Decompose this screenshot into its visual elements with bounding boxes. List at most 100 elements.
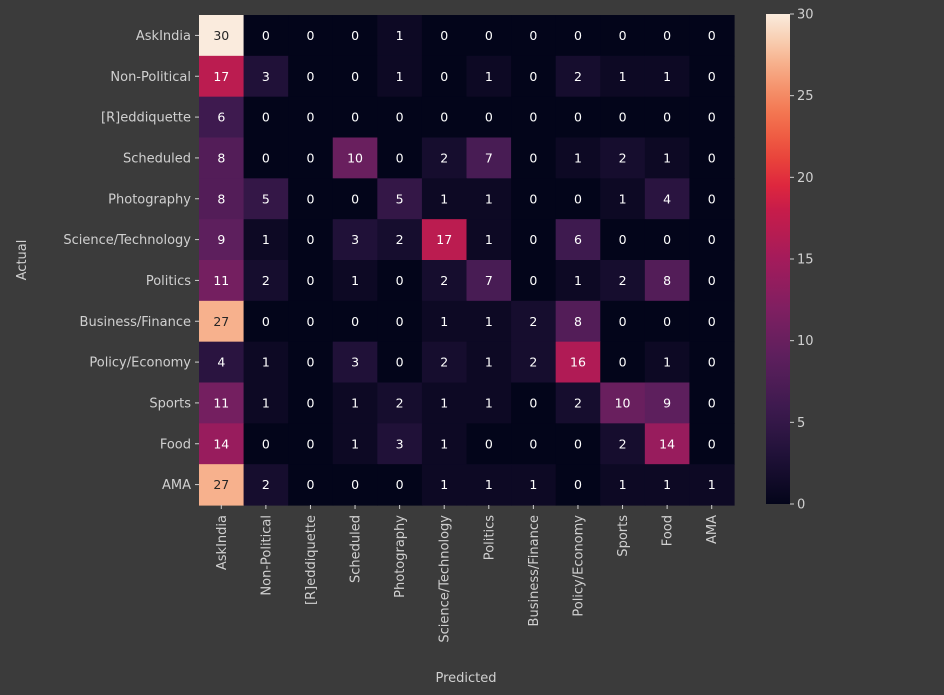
heatmap-cell	[600, 55, 646, 98]
heatmap-cell	[555, 341, 601, 384]
heatmap-cell	[199, 96, 245, 139]
cell-value-label: 2	[440, 150, 448, 165]
heatmap-cell	[377, 464, 423, 506]
x-tick-label: Sports	[616, 515, 631, 557]
heatmap-cell	[600, 382, 646, 424]
y-tick-label: AskIndia	[136, 29, 191, 44]
cell-value-label: 0	[708, 314, 716, 329]
heatmap-cell	[466, 96, 512, 139]
cell-value-label: 2	[574, 69, 582, 84]
heatmap-cell	[421, 260, 468, 302]
cell-value-label: 0	[619, 110, 627, 125]
heatmap-cell	[243, 300, 289, 343]
cell-value-label: 1	[574, 150, 582, 165]
cell-value-label: 0	[663, 28, 671, 43]
heatmap-cell	[600, 341, 646, 384]
cell-value-label: 0	[708, 395, 716, 410]
heatmap-cell	[243, 15, 289, 57]
heatmap-cell	[555, 423, 601, 465]
heatmap-cell	[511, 219, 557, 261]
heatmap-cell	[243, 341, 289, 384]
cell-value-label: 8	[217, 191, 225, 206]
heatmap-cell	[466, 382, 512, 424]
heatmap-cell	[377, 260, 423, 302]
heatmap-cell	[288, 464, 334, 506]
heatmap-cell	[689, 15, 735, 57]
heatmap-cell	[466, 15, 512, 57]
heatmap-cell	[644, 423, 691, 465]
y-tick-label: Policy/Economy	[89, 356, 191, 371]
cell-value-label: 2	[262, 273, 270, 288]
cell-value-label: 0	[306, 150, 314, 165]
cell-value-label: 5	[396, 191, 404, 206]
heatmap-cell	[511, 464, 557, 506]
x-tick-label: Business/Finance	[527, 515, 542, 626]
heatmap-cell	[377, 382, 423, 424]
cell-value-label: 6	[574, 232, 582, 247]
cell-value-label: 0	[574, 28, 582, 43]
cell-value-label: 17	[213, 69, 229, 84]
heatmap-cell	[466, 341, 512, 384]
heatmap-cell	[288, 55, 334, 98]
heatmap-cell	[243, 96, 289, 139]
heatmap-cell	[689, 300, 735, 343]
heatmap-cell	[511, 382, 557, 424]
y-tick-labels: AskIndia Non-Political [R]eddiquette Schedu…	[63, 29, 199, 493]
cell-value-label: 0	[440, 28, 448, 43]
cell-value-label: 0	[708, 232, 716, 247]
colorbar-tick-label: 5	[797, 416, 805, 431]
heatmap-cell	[288, 341, 334, 384]
cell-value-label: 2	[619, 150, 627, 165]
cell-value-label: 2	[529, 355, 537, 370]
cell-value-label: 0	[529, 232, 537, 247]
cell-value-label: 1	[619, 69, 627, 84]
cell-value-label: 0	[306, 314, 314, 329]
cell-value-label: 0	[708, 191, 716, 206]
cell-value-label: 30	[213, 28, 229, 43]
cell-value-label: 0	[396, 477, 404, 492]
cell-value-label: 1	[485, 355, 493, 370]
cell-value-label: 1	[351, 395, 359, 410]
heatmap-cell	[644, 96, 691, 139]
x-tick-label: Food	[661, 515, 676, 546]
colorbar-ticks: 0 5 10 15 20 25 30	[790, 8, 814, 513]
heatmap-cell	[243, 382, 289, 424]
heatmap-cell	[288, 300, 334, 343]
heatmap-cell	[644, 260, 691, 302]
heatmap-cell	[421, 55, 468, 98]
cell-value-label: 2	[440, 273, 448, 288]
heatmap-cell	[243, 464, 289, 506]
cell-value-label: 17	[436, 232, 452, 247]
cell-value-label: 0	[351, 191, 359, 206]
heatmap-cell	[332, 137, 378, 179]
heatmap-cell	[288, 178, 334, 220]
cell-value-label: 0	[708, 28, 716, 43]
cell-value-label: 1	[440, 191, 448, 206]
heatmap-cell	[377, 423, 423, 465]
heatmap-cell	[421, 300, 468, 343]
cell-value-label: 0	[485, 436, 493, 451]
heatmap-cell	[288, 15, 334, 57]
cell-value-label: 1	[440, 436, 448, 451]
heatmap-cell	[243, 137, 289, 179]
cell-value-label: 2	[396, 232, 404, 247]
x-tick-label: [R]eddiquette	[304, 515, 319, 605]
cell-value-label: 3	[351, 355, 359, 370]
heatmap-cell	[421, 219, 468, 261]
cell-value-label: 0	[306, 110, 314, 125]
y-tick-label: Scheduled	[123, 151, 191, 166]
x-tick-label: Non-Political	[259, 515, 274, 596]
cell-value-label: 0	[485, 110, 493, 125]
cell-value-label: 2	[529, 314, 537, 329]
cell-value-label: 3	[396, 436, 404, 451]
x-tick-labels: AskIndia Non-Political [R]eddiquette Schedu…	[215, 505, 720, 643]
cell-value-label: 10	[615, 395, 631, 410]
y-tick-label: [R]eddiquette	[101, 111, 191, 126]
cell-value-label: 2	[262, 477, 270, 492]
cell-value-label: 0	[574, 191, 582, 206]
cell-value-label: 0	[485, 28, 493, 43]
heatmap-cell	[332, 96, 378, 139]
cell-value-label: 2	[619, 436, 627, 451]
heatmap-cell	[199, 300, 245, 343]
cell-value-label: 1	[663, 477, 671, 492]
